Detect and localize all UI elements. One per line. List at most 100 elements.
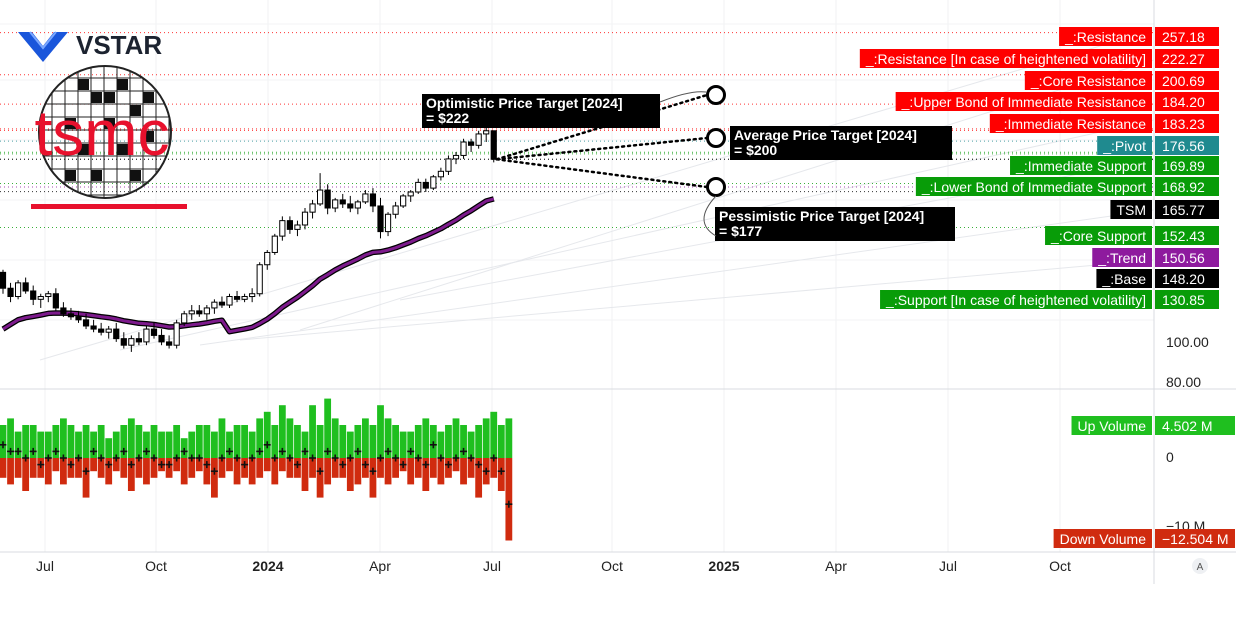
level-value-text: 148.20 xyxy=(1162,271,1205,287)
candle-up xyxy=(45,293,52,298)
grid-layer xyxy=(0,0,1236,584)
candle-down xyxy=(120,338,127,346)
volume-down-bar xyxy=(316,458,324,498)
volume-up-bar xyxy=(294,425,301,458)
down-volume-label-value-box xyxy=(1155,529,1235,548)
candle-up xyxy=(241,296,248,300)
volume-up-bar xyxy=(497,425,505,458)
candle-down xyxy=(135,338,143,343)
right-price-scale: _:Resistance 257.18 _:Resistance [In case … xyxy=(859,27,1235,548)
auto-scale-button[interactable]: A xyxy=(1192,558,1208,574)
candle xyxy=(249,288,256,303)
candle xyxy=(135,332,143,346)
volume-up-bar xyxy=(127,418,135,458)
candle xyxy=(15,280,22,300)
volume-up-bar xyxy=(445,425,452,458)
x-tick-label: 2024 xyxy=(252,558,283,574)
volume-up-bar xyxy=(44,431,52,458)
level-label-text: _:Support [In case of heightened volatil… xyxy=(885,292,1146,308)
volume-down-bar xyxy=(7,458,14,485)
volume-up-bar xyxy=(392,425,399,458)
candle-up xyxy=(317,189,324,205)
level-label: _:Upper Bond of Immediate Resistance 184.… xyxy=(895,92,1219,111)
volume-down-bar xyxy=(211,458,218,498)
level-value-text: 176.56 xyxy=(1162,138,1205,154)
volume-up-bar xyxy=(120,425,128,458)
x-tick-label: Oct xyxy=(145,558,167,574)
x-tick-label: 2025 xyxy=(708,558,739,574)
candle-down xyxy=(490,130,497,160)
target-label-box xyxy=(715,207,955,241)
volume-up-bar xyxy=(286,418,294,458)
volume-up-bar xyxy=(203,425,211,458)
level-value-text: 165.77 xyxy=(1162,202,1205,218)
level-label: _:Pivot 176.56 xyxy=(1097,136,1219,155)
volume-down-bar xyxy=(248,458,256,485)
candle-down xyxy=(166,341,173,346)
volume-up-bar xyxy=(150,425,158,458)
candle-up xyxy=(332,199,339,209)
volume-down-bar xyxy=(127,458,135,491)
volume-up-bar xyxy=(7,418,14,458)
volume-up-bar xyxy=(105,438,113,458)
volume-down-bar xyxy=(22,458,30,491)
level-label: _:Immediate Resistance 183.23 xyxy=(989,114,1219,133)
volume-up-bar xyxy=(22,425,30,458)
candle-up xyxy=(279,220,286,237)
candle-down xyxy=(150,328,158,336)
candle-up xyxy=(392,205,399,215)
volume-down-bar xyxy=(14,458,22,478)
candle xyxy=(415,178,422,194)
target-circle-icon xyxy=(706,177,726,197)
volume-up-bar xyxy=(218,418,226,458)
volume-up-bar xyxy=(414,425,422,458)
candle xyxy=(113,322,120,342)
candle xyxy=(90,319,97,333)
volume-up-bar xyxy=(135,425,143,458)
level-value-box xyxy=(1155,114,1219,133)
level-label-text: _:Core Resistance xyxy=(1030,73,1146,89)
x-tick-label: Oct xyxy=(1049,558,1071,574)
candle xyxy=(452,152,460,165)
candle-up xyxy=(211,301,218,309)
target-label-value: = $222 xyxy=(426,110,469,126)
up-volume-label-value-box xyxy=(1155,416,1235,435)
candle-up xyxy=(407,191,414,197)
level-label-box xyxy=(1045,226,1152,245)
volume-down-bar xyxy=(437,458,445,485)
level-value-text: 200.69 xyxy=(1162,73,1205,89)
candle xyxy=(196,305,203,317)
volume-down-bar xyxy=(150,458,158,478)
volume-down-bar xyxy=(286,458,294,478)
volume-up-bar xyxy=(143,431,150,458)
level-label-box xyxy=(1010,156,1152,175)
candle-up xyxy=(203,307,210,315)
volume-down-bar xyxy=(384,458,392,485)
target-label-title: Optimistic Price Target [2024] xyxy=(426,95,623,111)
volume-down-bar xyxy=(112,458,120,472)
volume-up-bar xyxy=(309,405,316,458)
volume-down-bar xyxy=(90,458,97,472)
target-label-value: = $200 xyxy=(734,142,777,158)
volume-down-bar xyxy=(309,458,316,478)
volume-up-bar xyxy=(316,425,324,458)
candle xyxy=(271,233,278,255)
volume-down-bar xyxy=(354,458,362,485)
volume-up-bar xyxy=(233,425,241,458)
candle-up xyxy=(301,211,309,226)
candle-down xyxy=(75,316,82,321)
candle-up xyxy=(15,282,22,298)
target-label-title: Average Price Target [2024] xyxy=(734,127,917,143)
candle-down xyxy=(158,334,165,343)
candle xyxy=(339,193,346,209)
x-tick-label: Apr xyxy=(825,558,847,574)
volume-up-bar xyxy=(67,425,75,458)
down-volume-label-text: Down Volume xyxy=(1060,531,1147,547)
volume-down-bar xyxy=(467,458,475,478)
level-label-text: _:Immediate Support xyxy=(1015,158,1146,174)
candle-down xyxy=(30,290,37,300)
candle-up xyxy=(475,133,482,146)
tsmc-logo-text: tsmc xyxy=(34,97,169,169)
target-dotted-line xyxy=(495,136,709,161)
volume-down-bar xyxy=(369,458,377,498)
